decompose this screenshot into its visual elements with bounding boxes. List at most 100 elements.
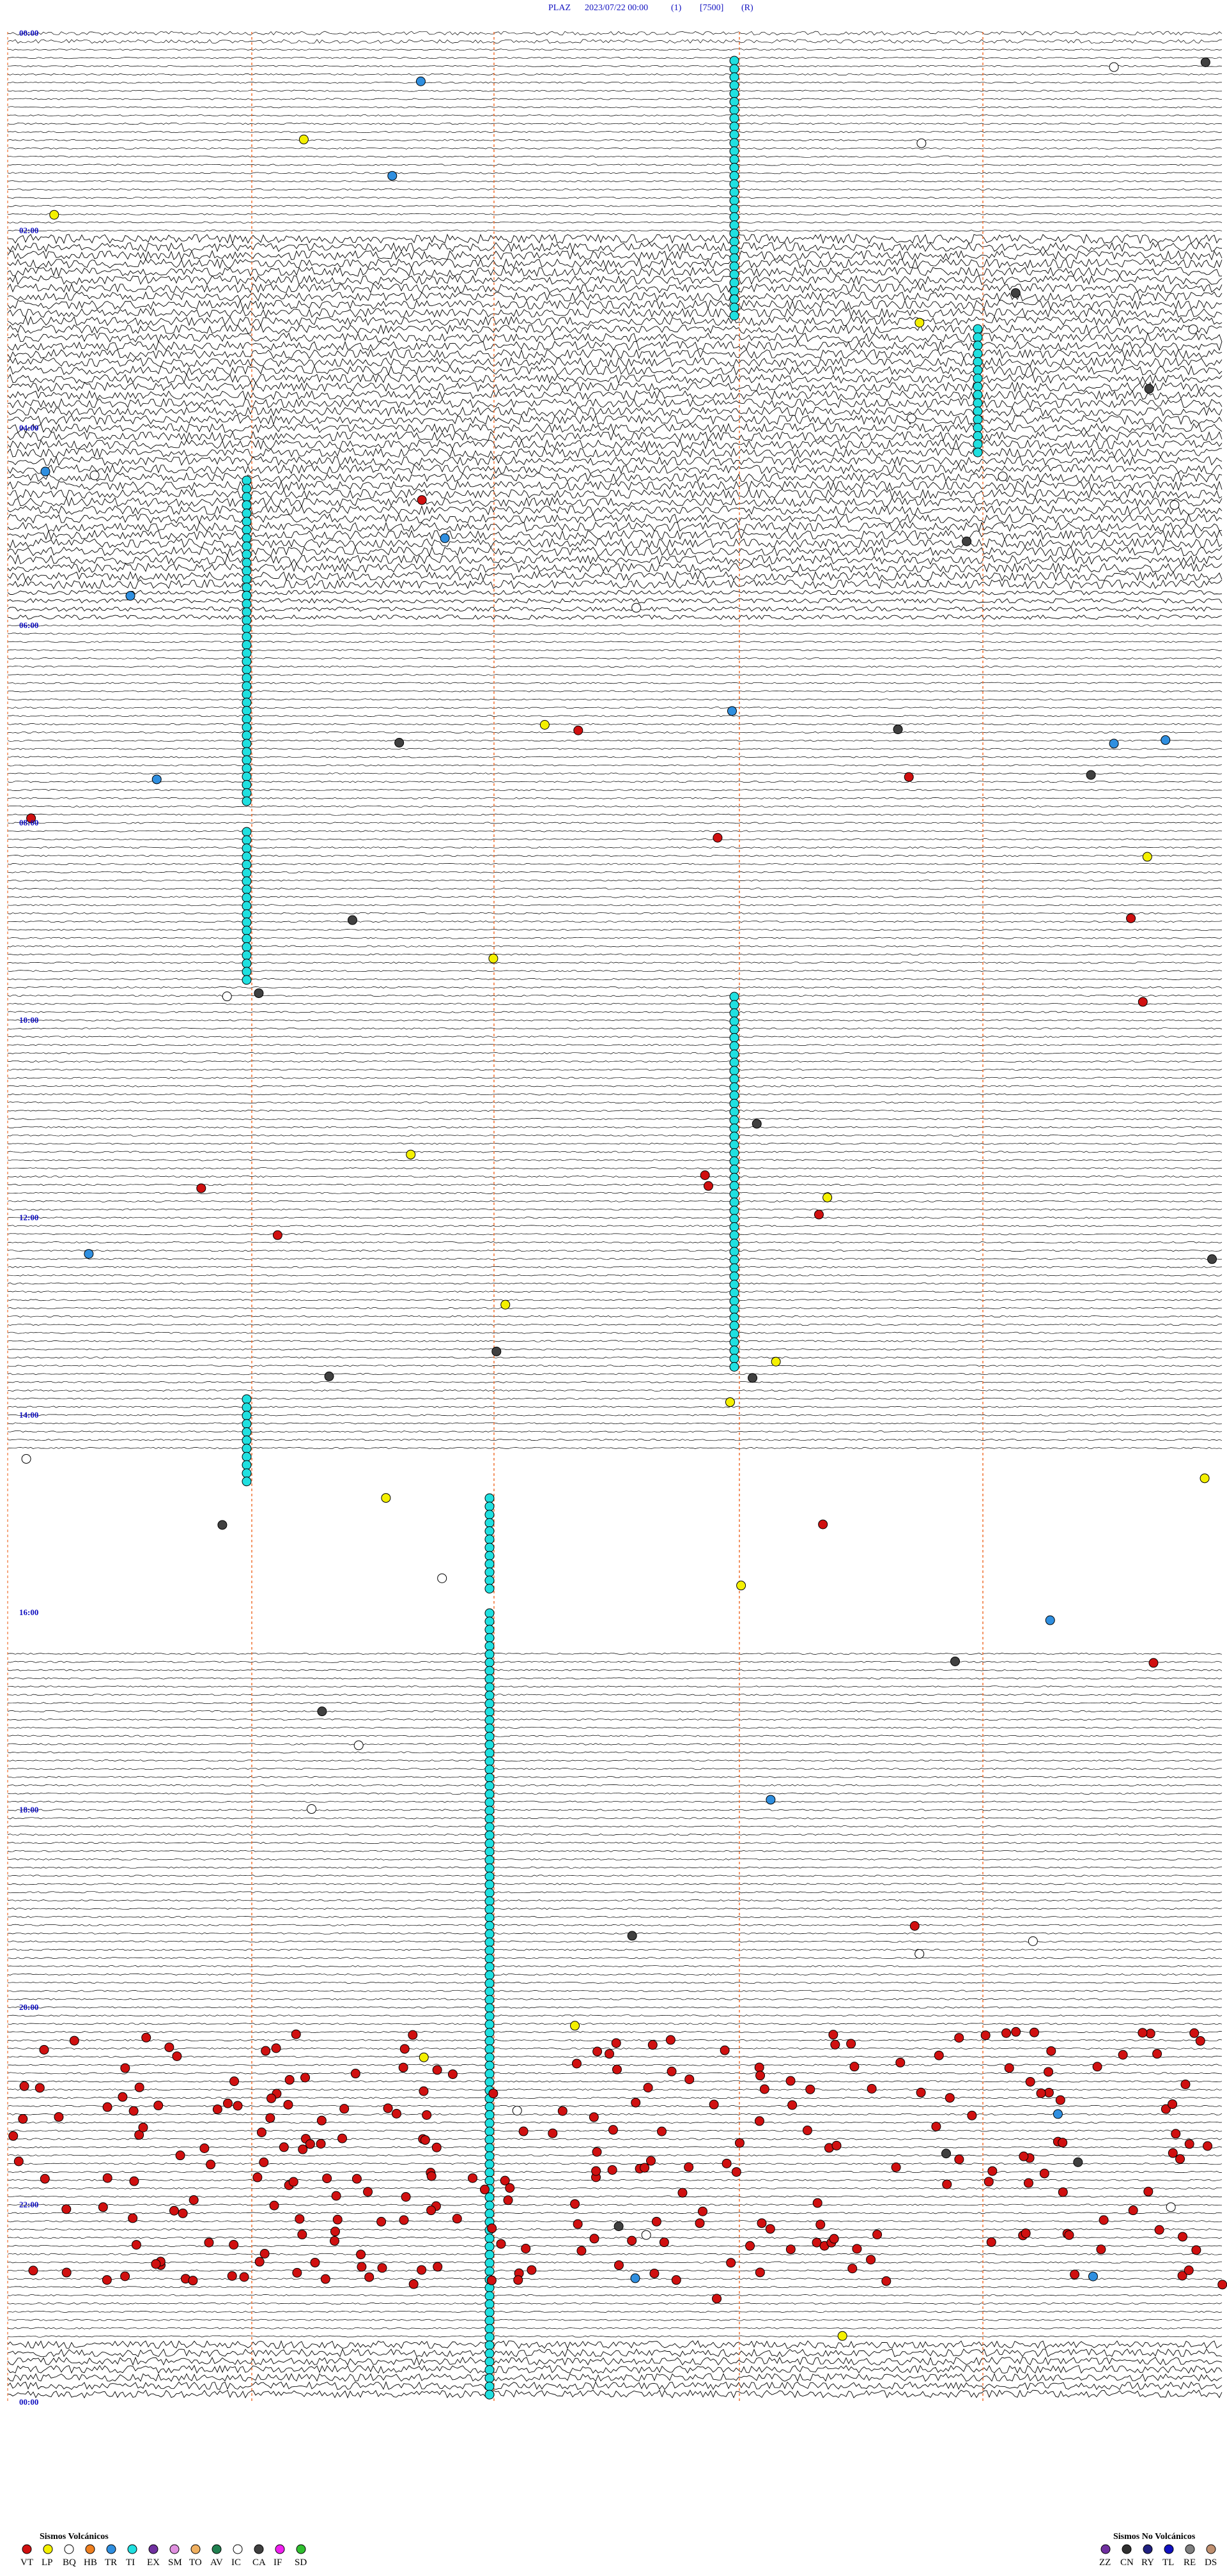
event [305,2139,315,2149]
legend-swatch [233,2544,243,2554]
trace [7,788,1223,792]
legend-label: TO [189,2557,202,2568]
event [295,2214,305,2224]
trace [7,682,1223,684]
event [727,706,737,716]
trace [7,1702,1223,1705]
event [736,1581,746,1591]
event [128,2213,138,2223]
event [729,96,739,107]
event [484,1682,495,1692]
event [484,1765,495,1775]
event [973,406,983,417]
event [242,868,252,878]
event [131,2240,141,2250]
trace [7,229,1223,232]
trace [7,332,1223,343]
event [484,1822,495,1832]
event [484,1616,495,1627]
event [731,2167,741,2177]
event [729,171,739,181]
event [484,1608,495,1618]
event [847,2264,858,2274]
trace [7,2047,1223,2050]
event [1099,2215,1109,2225]
legend-label: BQ [63,2557,76,2568]
event [484,1699,495,1709]
event [447,2069,458,2080]
event [242,549,252,560]
event [745,2241,755,2251]
trace [7,698,1223,701]
event [729,253,739,263]
trace [7,2269,1223,2272]
event [729,195,739,206]
legend-label: RY [1141,2557,1154,2568]
trace [7,1192,1223,1194]
event [484,2365,495,2375]
event [1058,2138,1068,2148]
event [484,1986,495,1997]
trace [7,299,1223,310]
trace [7,1841,1223,1844]
trace [7,1183,1223,1186]
event [1161,735,1171,745]
event [189,2195,199,2205]
trace [7,928,1222,931]
event [484,2307,495,2317]
event [518,2126,529,2136]
event [394,738,405,748]
event [242,876,252,886]
event [729,1361,739,1372]
event [484,1567,495,1577]
trace [7,862,1223,865]
event [432,2065,442,2075]
event [13,2156,24,2166]
trace [7,1834,1223,1836]
event [484,2118,495,2128]
event [984,2177,994,2187]
event [242,950,252,960]
event [169,2205,179,2216]
trace [7,2380,1223,2391]
event [242,632,252,642]
event [1046,2046,1056,2056]
trace [7,854,1223,857]
event [120,2063,130,2073]
trace [7,2121,1223,2124]
event [484,2052,495,2062]
trace [7,1669,1223,1671]
event [242,933,252,944]
event [18,2114,28,2124]
event [1138,2028,1148,2038]
trace [7,1775,1223,1779]
event [631,2097,641,2108]
trace [7,1225,1223,1227]
event [350,2069,360,2079]
trace [7,439,1223,450]
event [973,431,983,441]
event [1184,2266,1194,2276]
event [614,2221,624,2232]
event [973,341,983,351]
trace [7,98,1223,100]
event [1184,2139,1194,2149]
event [766,1795,776,1805]
event [1168,2148,1178,2158]
trace [7,1249,1223,1252]
trace [7,986,1223,989]
event [242,673,252,683]
event [54,2112,64,2122]
event [254,988,264,999]
event [815,2220,826,2230]
event [242,1468,252,1478]
trace [7,1710,1223,1713]
event [484,2044,495,2054]
event [242,835,252,845]
event [512,2106,522,2116]
event [316,2115,327,2126]
event [734,2138,745,2148]
event [381,1493,391,1503]
trace [7,1093,1223,1096]
